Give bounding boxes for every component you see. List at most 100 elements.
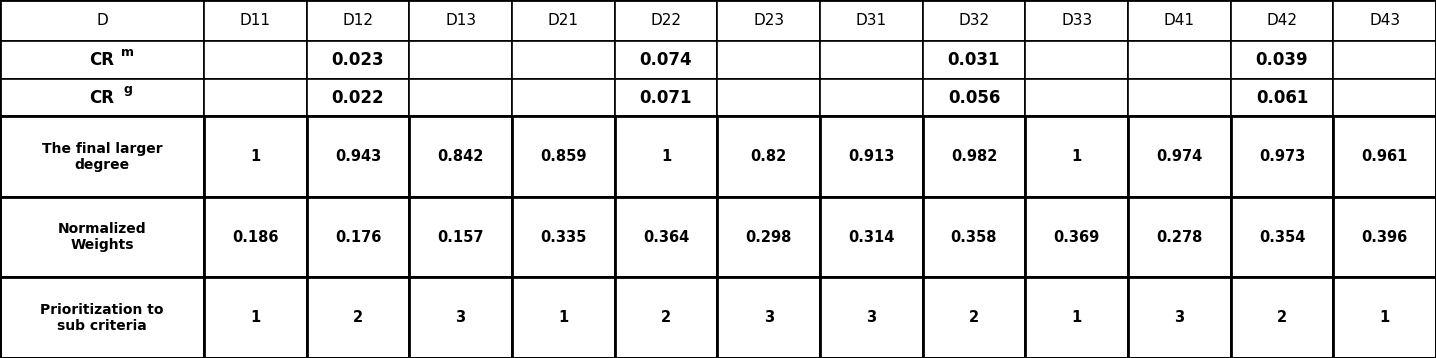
Text: 1: 1 [559, 310, 569, 325]
Bar [615, 41, 718, 79]
Text: 1: 1 [1071, 310, 1081, 325]
Text: D21: D21 [547, 13, 579, 28]
Bar [615, 116, 718, 197]
Text: D43: D43 [1369, 13, 1400, 28]
Bar [204, 197, 307, 277]
Bar [307, 0, 409, 41]
Bar [204, 79, 307, 116]
Text: D33: D33 [1061, 13, 1093, 28]
Bar [923, 0, 1025, 41]
Text: 2: 2 [1277, 310, 1287, 325]
Text: Normalized
Weights: Normalized Weights [57, 222, 146, 252]
Text: m: m [121, 45, 135, 59]
Bar [820, 41, 923, 79]
Bar [1025, 79, 1129, 116]
Text: 0.982: 0.982 [951, 149, 997, 164]
Text: 0.056: 0.056 [948, 88, 999, 107]
Bar [718, 79, 820, 116]
Text: 1: 1 [661, 149, 671, 164]
Bar [204, 0, 307, 41]
Bar [615, 277, 718, 358]
Bar [718, 277, 820, 358]
Text: 3: 3 [764, 310, 774, 325]
Text: 0.176: 0.176 [335, 230, 381, 245]
Bar [409, 277, 513, 358]
Bar [1231, 277, 1334, 358]
Bar [1334, 197, 1436, 277]
Text: The final larger
degree: The final larger degree [42, 141, 162, 172]
Text: Prioritization to
sub criteria: Prioritization to sub criteria [40, 303, 164, 333]
Bar [1025, 277, 1129, 358]
Bar [923, 277, 1025, 358]
Bar [0, 197, 204, 277]
Text: 0.314: 0.314 [849, 230, 895, 245]
Text: 0.913: 0.913 [849, 149, 895, 164]
Text: 3: 3 [1175, 310, 1185, 325]
Text: 1: 1 [1380, 310, 1390, 325]
Bar [1129, 197, 1231, 277]
Bar [1129, 79, 1231, 116]
Text: D32: D32 [958, 13, 989, 28]
Bar [204, 41, 307, 79]
Text: 0.022: 0.022 [332, 88, 385, 107]
Text: 0.071: 0.071 [639, 88, 692, 107]
Bar [513, 0, 615, 41]
Text: 0.396: 0.396 [1361, 230, 1407, 245]
Text: 0.358: 0.358 [951, 230, 997, 245]
Bar [1129, 0, 1231, 41]
Bar [1231, 197, 1334, 277]
Text: 0.298: 0.298 [745, 230, 791, 245]
Text: D12: D12 [342, 13, 373, 28]
Bar [513, 41, 615, 79]
Text: 2: 2 [353, 310, 363, 325]
Bar [820, 116, 923, 197]
Text: D: D [96, 13, 108, 28]
Bar [513, 277, 615, 358]
Bar [307, 116, 409, 197]
Text: 0.335: 0.335 [540, 230, 586, 245]
Bar [409, 0, 513, 41]
Bar [1334, 41, 1436, 79]
Bar [1334, 116, 1436, 197]
Text: 0.82: 0.82 [751, 149, 787, 164]
Text: D22: D22 [651, 13, 682, 28]
Text: 0.039: 0.039 [1255, 51, 1308, 69]
Bar [1129, 116, 1231, 197]
Bar [923, 41, 1025, 79]
Text: D41: D41 [1163, 13, 1195, 28]
Text: D31: D31 [856, 13, 887, 28]
Text: 0.278: 0.278 [1156, 230, 1202, 245]
Bar [820, 79, 923, 116]
Text: CR: CR [89, 51, 115, 69]
Bar [718, 116, 820, 197]
Bar [1334, 277, 1436, 358]
Text: 0.364: 0.364 [643, 230, 689, 245]
Bar [1231, 116, 1334, 197]
Bar [1334, 0, 1436, 41]
Text: 0.842: 0.842 [438, 149, 484, 164]
Bar [1025, 0, 1129, 41]
Text: D11: D11 [240, 13, 271, 28]
Bar [820, 0, 923, 41]
Bar [307, 41, 409, 79]
Text: 1: 1 [250, 310, 260, 325]
Text: 0.023: 0.023 [332, 51, 385, 69]
Text: 3: 3 [866, 310, 876, 325]
Text: 0.961: 0.961 [1361, 149, 1407, 164]
Bar [820, 277, 923, 358]
Text: 3: 3 [455, 310, 465, 325]
Bar [409, 116, 513, 197]
Text: D23: D23 [752, 13, 784, 28]
Bar [615, 0, 718, 41]
Bar [718, 0, 820, 41]
Text: 0.354: 0.354 [1259, 230, 1305, 245]
Text: 0.859: 0.859 [540, 149, 586, 164]
Text: 0.369: 0.369 [1054, 230, 1100, 245]
Text: 0.061: 0.061 [1256, 88, 1308, 107]
Bar [1025, 197, 1129, 277]
Bar [513, 197, 615, 277]
Bar [307, 79, 409, 116]
Bar [0, 0, 204, 41]
Bar [409, 41, 513, 79]
Bar [0, 79, 204, 116]
